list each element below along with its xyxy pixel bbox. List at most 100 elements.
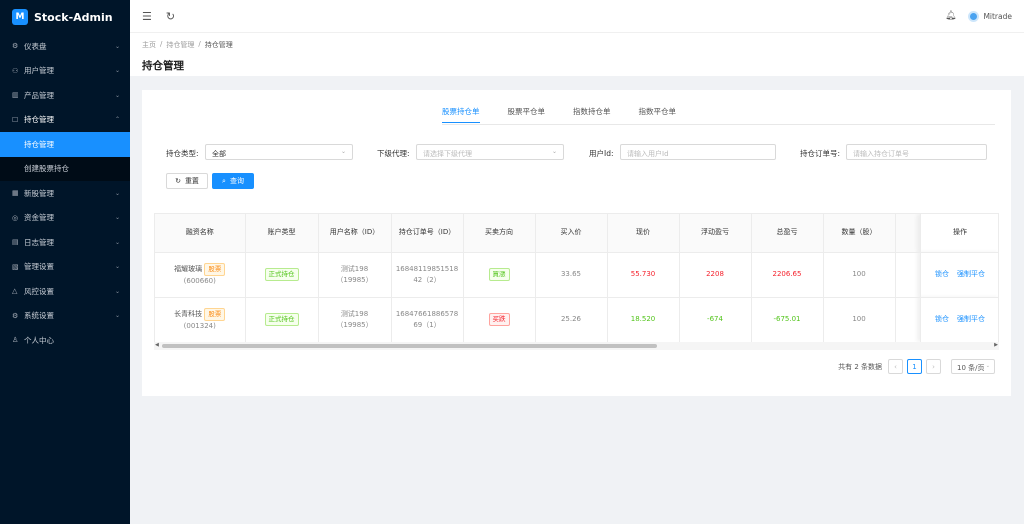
cell-total-pl: 2206.65 <box>751 252 824 298</box>
reset-label: 重置 <box>184 177 199 185</box>
system-settings-icon: ⚙ <box>12 311 19 320</box>
sidebar-item-funds[interactable]: ◎ 资金管理 ⌄ <box>0 206 130 231</box>
reset-icon: ↻ <box>175 177 181 185</box>
scroll-right-icon[interactable]: ▶ <box>994 342 998 348</box>
user-id-input[interactable]: 请输入用户Id <box>620 144 776 160</box>
user-id: （19985） <box>336 275 373 284</box>
logo[interactable]: M Stock-Admin <box>0 0 130 34</box>
cell-user: 测试198 （19985） <box>318 297 392 343</box>
chevron-down-icon: ⌄ <box>114 214 120 222</box>
chevron-down-icon: ⌄ <box>551 148 557 155</box>
sidebar-item-label: 管理设置 <box>24 262 54 272</box>
sidebar-item-admin-settings[interactable]: ▧ 管理设置 ⌄ <box>0 255 130 280</box>
bell-icon[interactable]: 🔔︎ <box>945 11 957 21</box>
cell-quantity: 100 <box>823 252 896 298</box>
next-page-button[interactable]: › <box>926 359 941 374</box>
menu-fold-icon[interactable]: ☰ <box>142 9 152 23</box>
position-type-select[interactable]: 全部 ⌄ <box>205 144 353 160</box>
sidebar-item-products[interactable]: ▥ 产品管理 ⌄ <box>0 83 130 108</box>
col-quantity: 数量（股） <box>823 214 896 253</box>
logo-icon: M <box>12 9 28 25</box>
submenu-positions: 持仓管理 创建股票持仓 <box>0 132 130 181</box>
sidebar-subitem-create-position[interactable]: 创建股票持仓 <box>24 164 69 174</box>
reset-button[interactable]: ↻ 重置 <box>166 173 208 189</box>
positions-table: 融资名称 账户类型 用户名称（ID） 持仓订单号（ID） 买卖方向 买入价 现价… <box>154 213 999 349</box>
tab-index-positions[interactable]: 指数持仓单 <box>573 107 611 116</box>
table-h-scrollbar[interactable]: ◀ ▶ <box>154 342 999 350</box>
tabs-divider <box>442 124 995 125</box>
cell-order: 16847661886578 69（1） <box>391 297 464 343</box>
sidebar-item-risk[interactable]: △ 风控设置 ⌄ <box>0 279 130 304</box>
agent-select[interactable]: 请选择下级代理 ⌄ <box>416 144 564 160</box>
breadcrumb-positions[interactable]: 持仓管理 <box>166 41 195 49</box>
dashboard-icon: ⚙ <box>12 42 19 51</box>
cell-account: 正式持仓 <box>245 252 319 298</box>
breadcrumb-home[interactable]: 主页 <box>142 41 156 49</box>
chevron-down-icon: ⌄ <box>114 312 120 320</box>
username[interactable]: Mitrade <box>983 11 1012 21</box>
profile-icon: ♙ <box>12 336 19 345</box>
fund-icon: ◎ <box>12 213 19 222</box>
col-total-pl: 总盈亏 <box>751 214 824 253</box>
page-size-select[interactable]: 10 条/页 ⌄ <box>951 359 995 374</box>
col-direction: 买卖方向 <box>463 214 536 253</box>
user-id-label: 用户Id: <box>589 149 614 158</box>
cell-hidden <box>895 252 921 298</box>
cell-account: 正式持仓 <box>245 297 319 343</box>
lock-link[interactable]: 锁仓 <box>935 270 949 278</box>
chevron-down-icon: ⌄ <box>114 91 120 99</box>
avatar[interactable] <box>968 10 980 22</box>
sidebar-item-label: 个人中心 <box>24 335 54 345</box>
chevron-down-icon: ⌄ <box>114 238 120 246</box>
scroll-left-icon[interactable]: ◀ <box>155 342 159 348</box>
query-button[interactable]: ⌕ 查询 <box>212 173 254 189</box>
product-icon: ▥ <box>12 91 19 100</box>
chevron-down-icon: ⌄ <box>340 148 346 155</box>
sidebar-item-profile[interactable]: ♙ 个人中心 <box>0 328 130 353</box>
sidebar-item-positions[interactable]: ☐ 持仓管理 ⌃ <box>0 108 130 133</box>
filter-form: 持仓类型: 全部 ⌄ 下级代理: 请选择下级代理 ⌄ 用户Id: 请输入用户Id 持… <box>142 144 1011 162</box>
sidebar-item-logs[interactable]: ▤ 日志管理 ⌄ <box>0 230 130 255</box>
tab-index-closed[interactable]: 指数平仓单 <box>638 107 677 116</box>
user-name: 测试198 <box>340 309 369 318</box>
col-float-pl: 浮动盈亏 <box>679 214 752 253</box>
force-close-link[interactable]: 强制平仓 <box>957 270 985 278</box>
order-no: 16848119851518 <box>395 264 459 273</box>
chevron-down-icon: ⌄ <box>985 363 990 369</box>
sidebar-item-dashboard[interactable]: ⚙ 仪表盘 ⌄ <box>0 34 130 59</box>
total-count: 共有 2 条数据 <box>838 362 882 371</box>
order-no-input[interactable]: 请输入持仓订单号 <box>846 144 987 160</box>
force-close-link[interactable]: 强制平仓 <box>957 315 985 323</box>
sidebar-subitem-positions[interactable]: 持仓管理 <box>0 132 130 157</box>
cell-order: 16848119851518 42（2） <box>391 252 464 298</box>
stock-code: (001324) <box>183 321 216 330</box>
sidebar-item-label: 仪表盘 <box>24 41 47 51</box>
sidebar-item-system-settings[interactable]: ⚙ 系统设置 ⌄ <box>0 304 130 329</box>
prev-page-button[interactable]: ‹ <box>888 359 903 374</box>
cell-total-pl: -675.01 <box>751 297 824 343</box>
col-now-price: 现价 <box>607 214 680 253</box>
cell-buy-price: 33.65 <box>535 252 608 298</box>
cell-float-pl: -674 <box>679 297 752 343</box>
query-label: 查询 <box>229 177 244 185</box>
cell-now-price: 18.520 <box>607 297 680 343</box>
tab-stock-closed[interactable]: 股票平仓单 <box>507 107 546 116</box>
search-icon: ⌕ <box>222 176 226 185</box>
lock-link[interactable]: 锁仓 <box>935 315 949 323</box>
stock-name: 长青科技 <box>174 309 203 318</box>
agent-placeholder: 请选择下级代理 <box>423 149 472 158</box>
cell-now-price: 55.730 <box>607 252 680 298</box>
scroll-thumb[interactable] <box>162 344 657 348</box>
tab-stock-positions[interactable]: 股票持仓单 <box>442 106 480 123</box>
page-title: 持仓管理 <box>142 60 184 72</box>
refresh-icon[interactable]: ↻ <box>165 9 176 23</box>
ipo-icon: ▦ <box>12 189 19 198</box>
order-no-placeholder: 请输入持仓订单号 <box>853 149 909 158</box>
page-1-button[interactable]: 1 <box>907 359 922 374</box>
log-icon: ▤ <box>12 238 19 247</box>
cell-float-pl: 2208 <box>679 252 752 298</box>
sidebar-item-ipo[interactable]: ▦ 新股管理 ⌄ <box>0 181 130 206</box>
breadcrumb-separator: / <box>160 40 163 48</box>
col-account-type: 账户类型 <box>245 214 319 253</box>
sidebar-item-users[interactable]: ⚇ 用户管理 ⌄ <box>0 59 130 84</box>
